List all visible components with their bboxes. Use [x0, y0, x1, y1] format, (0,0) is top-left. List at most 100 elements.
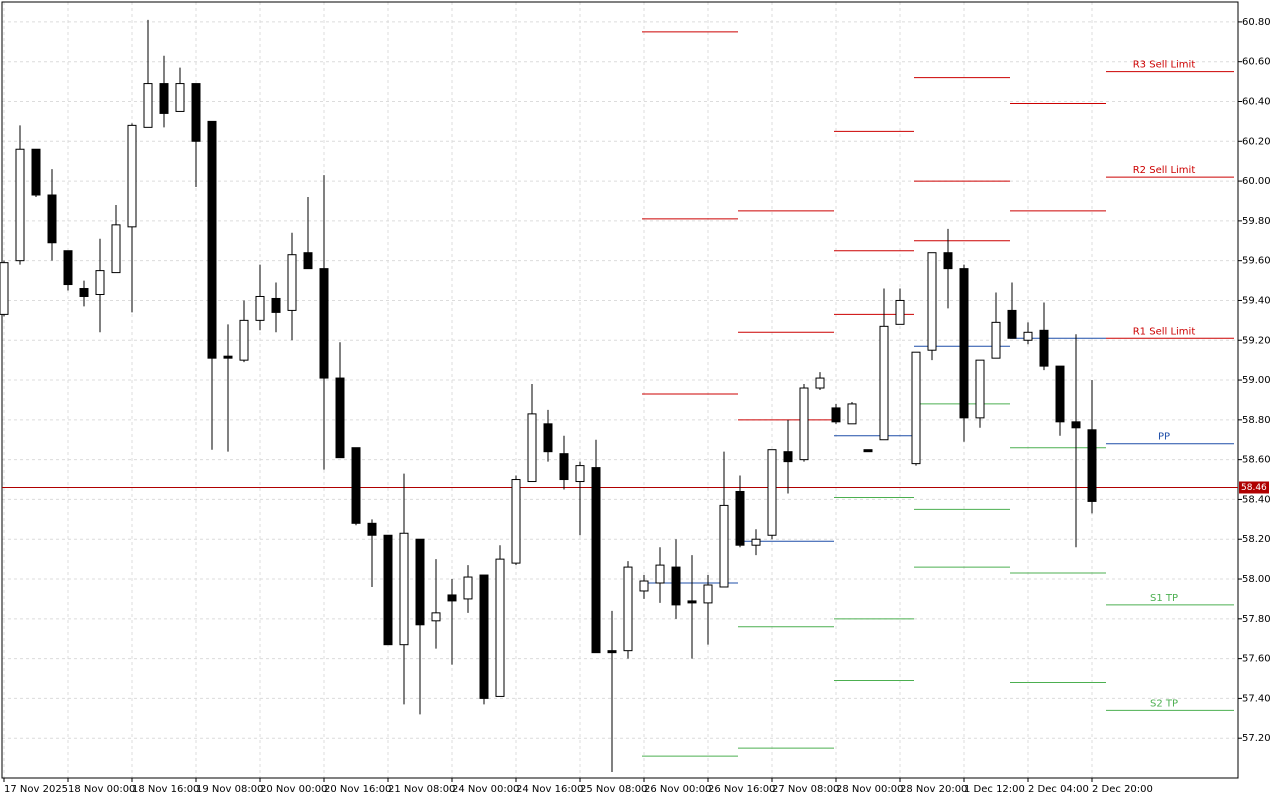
y-tick-label: 57.80 [1242, 614, 1271, 625]
y-tick-label: 59.80 [1242, 216, 1271, 227]
candle-body [559, 453, 569, 481]
candle-body [143, 83, 153, 128]
x-tick-label: 2 Dec 04:00 [1028, 784, 1089, 795]
y-tick-label: 60.40 [1242, 96, 1271, 107]
x-tick-label: 19 Nov 08:00 [196, 784, 263, 795]
x-tick-label: 26 Nov 16:00 [708, 784, 775, 795]
x-tick-label: 20 Nov 00:00 [260, 784, 327, 795]
level-label: R1 Sell Limit [1133, 326, 1196, 337]
candle-body [607, 650, 617, 654]
candle-body [223, 355, 233, 359]
plot-frame [1, 1, 1239, 779]
candle-body [895, 299, 905, 325]
x-tick-label: 1 Dec 12:00 [964, 784, 1025, 795]
candle-body [815, 377, 825, 389]
candle-body [31, 148, 41, 196]
candle-body [207, 120, 217, 359]
candle-body [591, 467, 601, 654]
y-tick-label: 58.20 [1242, 534, 1271, 545]
candle-body [463, 576, 473, 600]
candle-body [15, 148, 25, 262]
candle-body [975, 359, 985, 419]
candle-body [111, 224, 121, 274]
candle-body [95, 270, 105, 295]
candle-body [783, 451, 793, 463]
candle-body [415, 538, 425, 626]
candle-body [735, 490, 745, 546]
candle-body [575, 465, 585, 483]
y-tick-label: 57.20 [1242, 733, 1271, 744]
candle-body [799, 387, 809, 461]
candle-body [191, 83, 201, 142]
y-tick-label: 60.60 [1242, 57, 1271, 68]
candle-body [639, 580, 649, 592]
x-tick-label: 28 Nov 00:00 [836, 784, 903, 795]
current-price-label: 58.46 [1241, 483, 1267, 493]
candle-body [959, 268, 969, 419]
candle-body [943, 252, 953, 270]
level-label: R3 Sell Limit [1133, 60, 1196, 71]
candle-body [1039, 329, 1049, 367]
x-tick-label: 21 Nov 08:00 [388, 784, 455, 795]
candle-body [63, 250, 73, 286]
candle-body [351, 447, 361, 524]
candle-body [255, 295, 265, 321]
candle-body [543, 423, 553, 453]
candle-body [719, 504, 729, 588]
candle-body [319, 268, 329, 379]
candle-body [79, 288, 89, 297]
candle-body [847, 403, 857, 425]
y-tick-label: 58.40 [1242, 494, 1271, 505]
x-tick-label: 2 Dec 20:00 [1092, 784, 1153, 795]
x-tick-label: 20 Nov 16:00 [324, 784, 391, 795]
candle-body [751, 538, 761, 546]
y-tick-label: 57.60 [1242, 654, 1271, 665]
candle-body [623, 566, 633, 652]
candle-body [1007, 309, 1017, 339]
x-tick-label: 18 Nov 16:00 [132, 784, 199, 795]
candle-body [399, 532, 409, 646]
candle-body [687, 600, 697, 604]
candle-body [991, 321, 1001, 359]
y-tick-label: 58.00 [1242, 574, 1271, 585]
candle-body [175, 83, 185, 112]
candle-body [703, 584, 713, 604]
candle-body [271, 297, 281, 313]
candle-body [1055, 365, 1065, 423]
candle-body [335, 377, 345, 459]
current-price-box [1239, 481, 1269, 494]
level-label: R2 Sell Limit [1133, 165, 1196, 176]
candle-body [303, 252, 313, 270]
candle-body [47, 194, 57, 244]
candle-body [767, 449, 777, 536]
x-tick-label: 27 Nov 08:00 [772, 784, 839, 795]
candle-body [495, 558, 505, 697]
candle-body [527, 413, 537, 483]
candle-body [383, 534, 393, 646]
candle-body [655, 564, 665, 584]
candle-body [479, 574, 489, 699]
candle-body [511, 479, 521, 564]
x-tick-label: 17 Nov 2025 [4, 784, 68, 795]
candle-body [1071, 421, 1081, 429]
candle-body [239, 319, 249, 361]
x-tick-label: 24 Nov 16:00 [516, 784, 583, 795]
candle-body [1087, 429, 1097, 502]
level-label: S2 TP [1150, 698, 1178, 709]
y-tick-label: 59.40 [1242, 295, 1271, 306]
candle-body [671, 566, 681, 606]
y-tick-label: 58.60 [1242, 455, 1271, 466]
y-tick-label: 57.40 [1242, 693, 1271, 704]
candle-body [831, 407, 841, 423]
candle-body [879, 325, 889, 441]
candle-body [287, 254, 297, 311]
candle-body [159, 83, 169, 114]
x-tick-label: 18 Nov 00:00 [68, 784, 135, 795]
candle-body [431, 612, 441, 622]
candle-body [1023, 331, 1033, 341]
x-tick-label: 26 Nov 00:00 [644, 784, 711, 795]
x-tick-label: 28 Nov 20:00 [900, 784, 967, 795]
candle-body [0, 262, 9, 315]
level-label: S1 TP [1150, 593, 1178, 604]
